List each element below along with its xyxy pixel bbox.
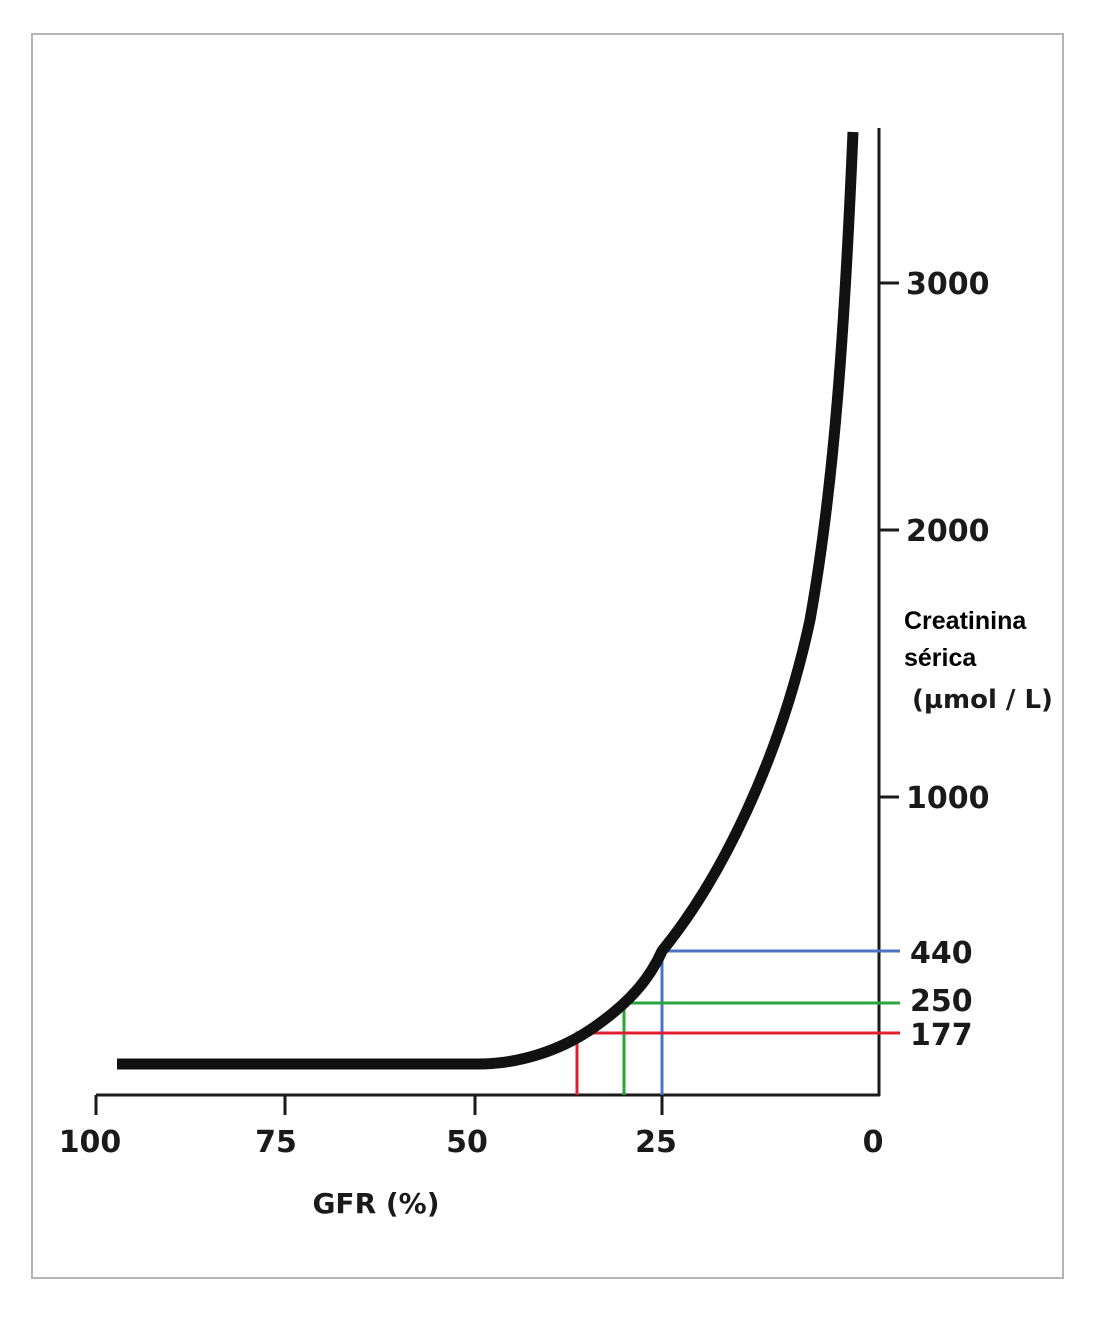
y-tick-label: 1000 — [906, 781, 990, 816]
x-axis-title: GFR (%) — [312, 1187, 439, 1220]
reference-line-250 — [622, 1001, 900, 1095]
y-axis-title-line2: sérica — [904, 644, 977, 672]
x-tick-label: 75 — [255, 1125, 297, 1160]
x-tick-label: 100 — [59, 1125, 122, 1160]
y-axis — [877, 128, 899, 1096]
marker-label-440: 440 — [910, 936, 973, 971]
y-tick-label: 3000 — [906, 267, 990, 302]
y-axis-title-unit: (µmol / L) — [912, 685, 1053, 715]
x-tick-label: 50 — [446, 1125, 488, 1160]
y-tick-label: 2000 — [906, 514, 990, 549]
creatinine-curve — [117, 131, 859, 1070]
reference-line-440 — [660, 949, 900, 1095]
chart-frame — [31, 33, 1064, 1279]
x-tick-label: 25 — [635, 1125, 677, 1160]
x-axis — [94, 1080, 881, 1115]
y-axis-title-line1: Creatinina — [904, 607, 1027, 635]
x-tick-label: 0 — [863, 1125, 884, 1160]
marker-label-177: 177 — [910, 1018, 973, 1053]
marker-label-250: 250 — [910, 984, 973, 1019]
